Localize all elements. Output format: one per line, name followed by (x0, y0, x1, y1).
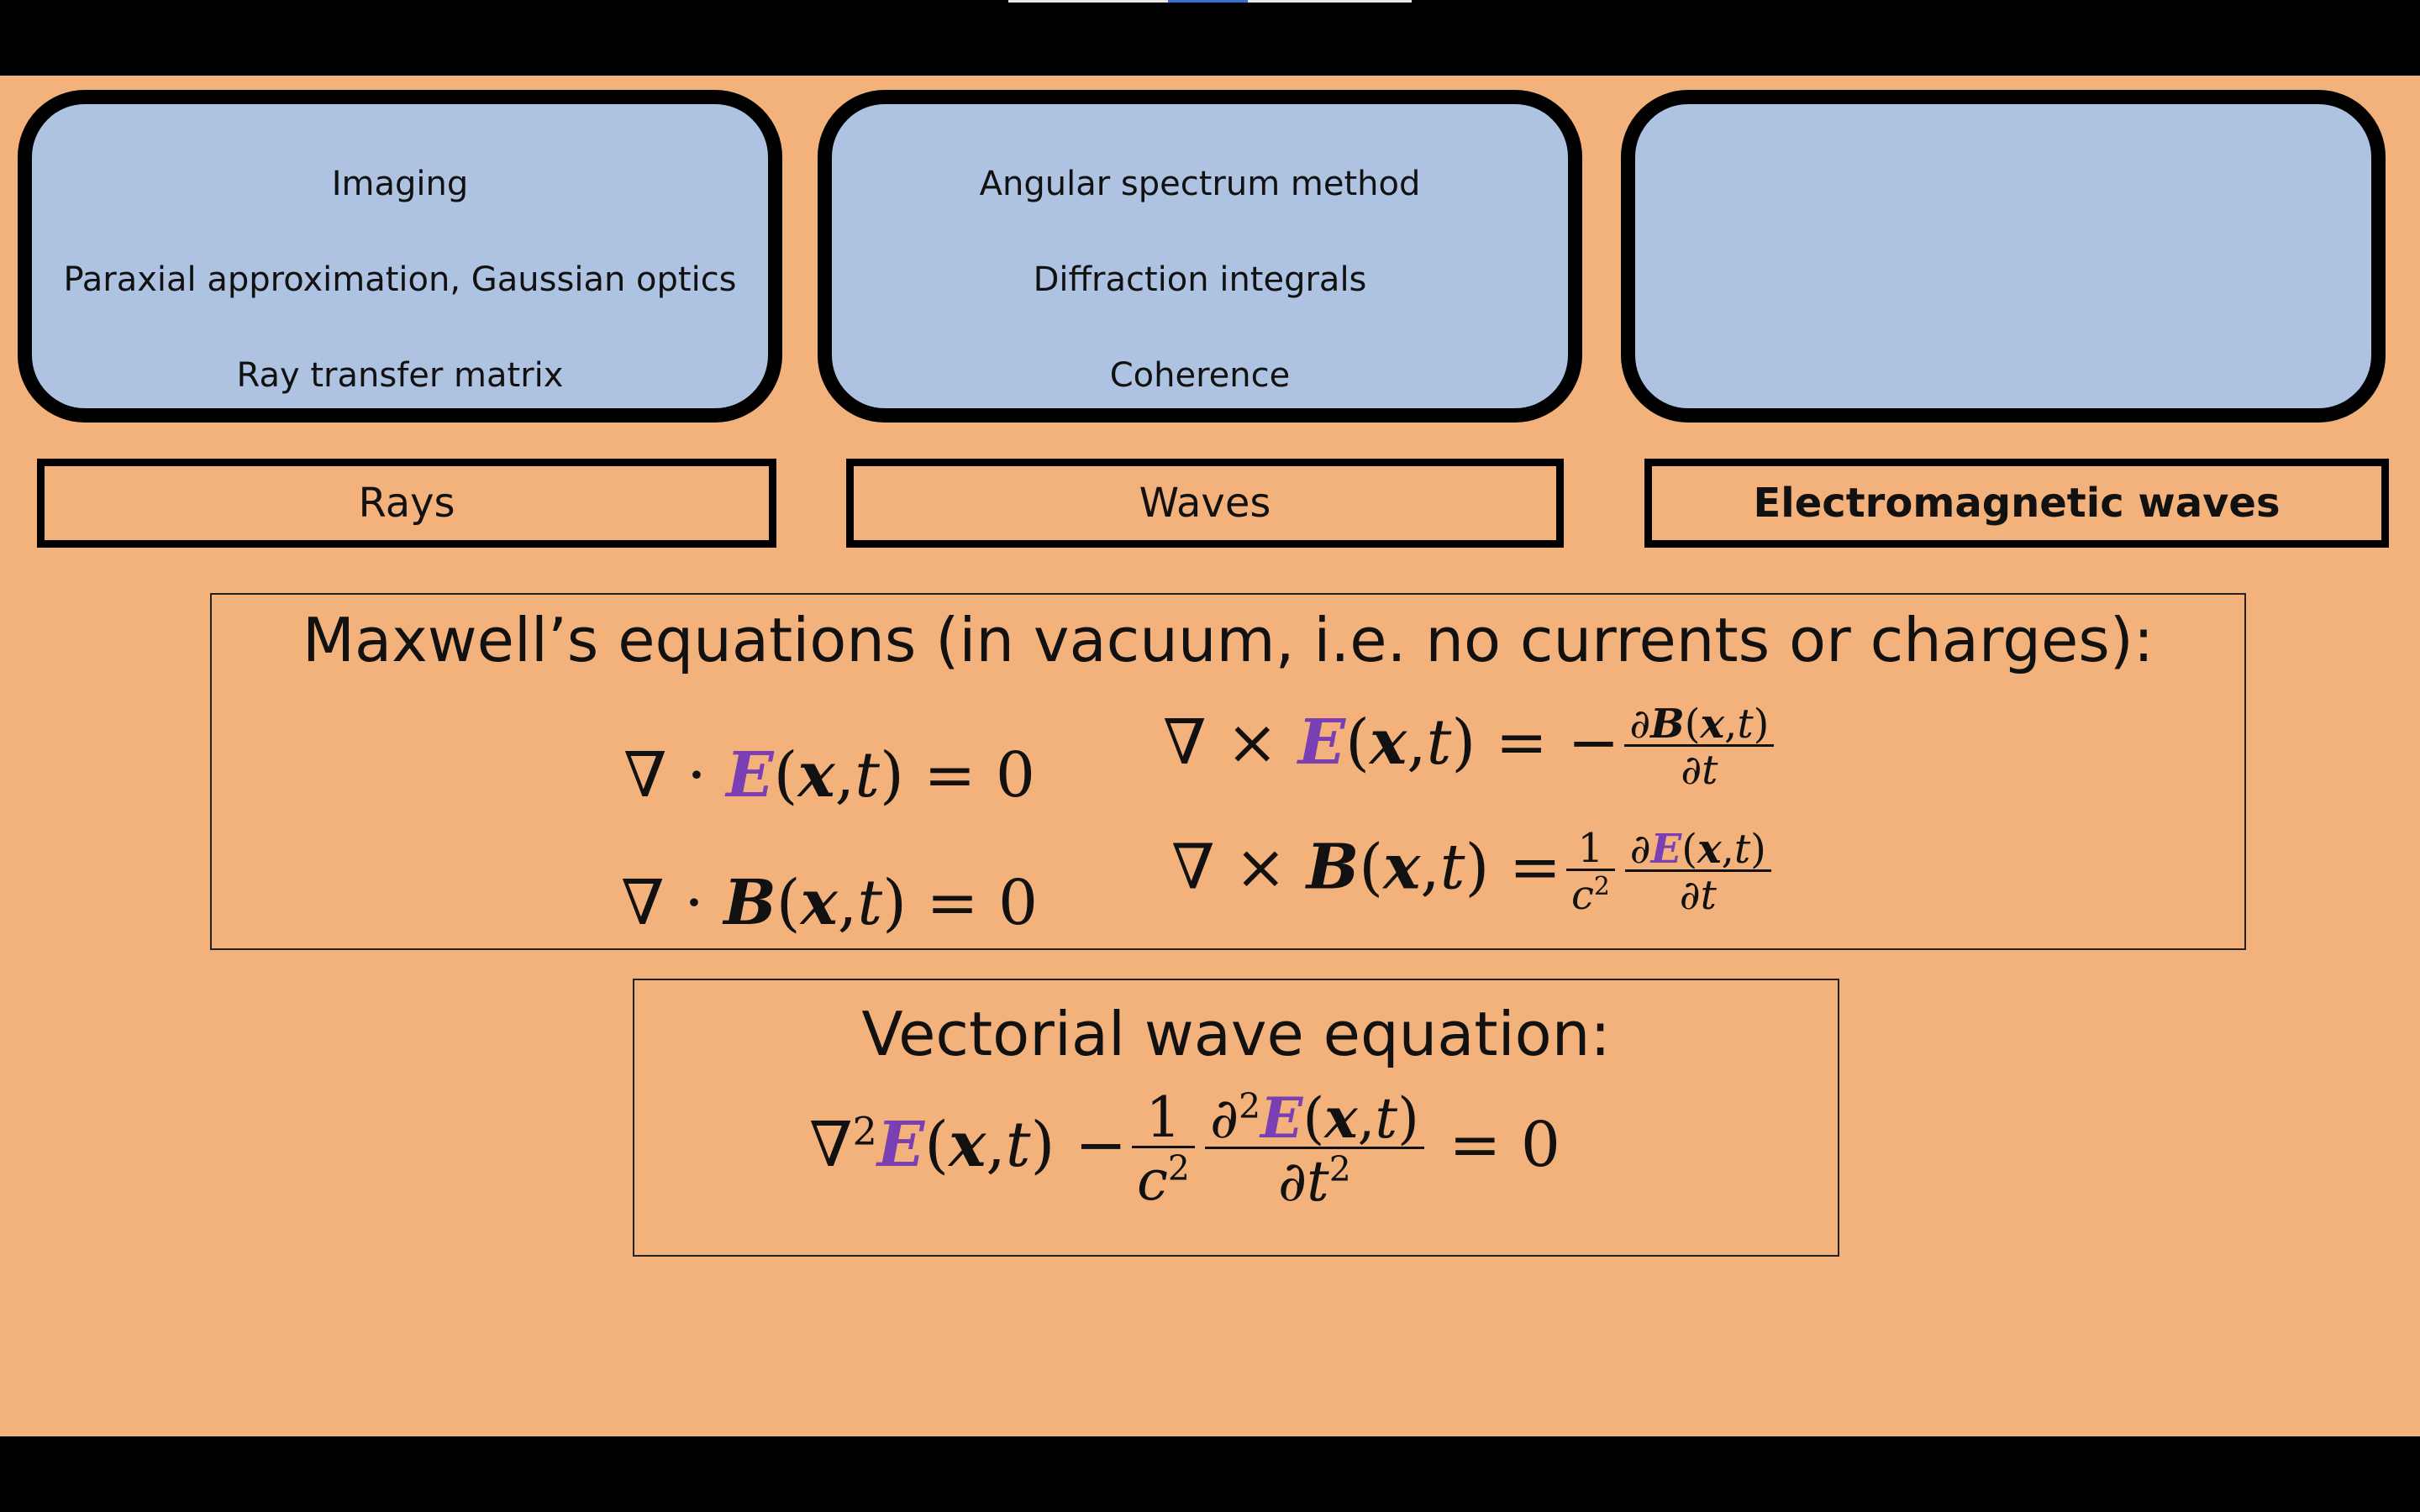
topic-item: Angular spectrum method (979, 165, 1421, 203)
wave-equation-box: Vectorial wave equation: ∇2E(x,t) −1 c2 ∂2… (633, 979, 1839, 1257)
gauss-law-magnetic-equation: ∇ · B(x,t) = 0 (621, 867, 1039, 939)
wave-equation-title: Vectorial wave equation: (861, 999, 1611, 1069)
vectorial-wave-equation: ∇2E(x,t) −1 c2 ∂2E(x,t) ∂t2 = 0 (809, 1085, 1560, 1214)
maxwell-equations-box: Maxwell’s equations (in vacuum, i.e. no … (210, 593, 2246, 950)
topic-item: Coherence (1109, 356, 1291, 395)
em-waves-label: Electromagnetic waves (1644, 459, 2389, 548)
screen-share-indicator (1008, 0, 1412, 3)
topic-item: Diffraction integrals (1033, 260, 1367, 299)
waves-topic-box: Angular spectrum method Diffraction inte… (818, 90, 1582, 423)
ampere-law-equation: ∇ × B(x,t) = 1 c2 ∂E(x,t) ∂t (1171, 828, 1776, 916)
slide: Imaging Paraxial approximation, Gaussian… (0, 76, 2420, 1436)
rays-label: Rays (37, 459, 776, 548)
maxwell-title: Maxwell’s equations (in vacuum, i.e. no … (302, 605, 2154, 675)
em-waves-topic-box (1621, 90, 2386, 423)
rays-topic-box: Imaging Paraxial approximation, Gaussian… (18, 90, 782, 423)
topic-item: Ray transfer matrix (236, 356, 564, 395)
faraday-law-equation: ∇ × E(x,t) = − ∂B(x,t) ∂t (1163, 704, 1779, 790)
waves-label: Waves (846, 459, 1564, 548)
gauss-law-electric-equation: ∇ · E(x,t) = 0 (623, 739, 1035, 811)
topic-item: Paraxial approximation, Gaussian optics (63, 260, 737, 299)
topic-item: Imaging (331, 165, 469, 203)
bottom-black-bar (0, 1436, 2420, 1512)
screen-share-indicator-segment (1168, 0, 1248, 3)
top-black-bar (0, 0, 2420, 76)
